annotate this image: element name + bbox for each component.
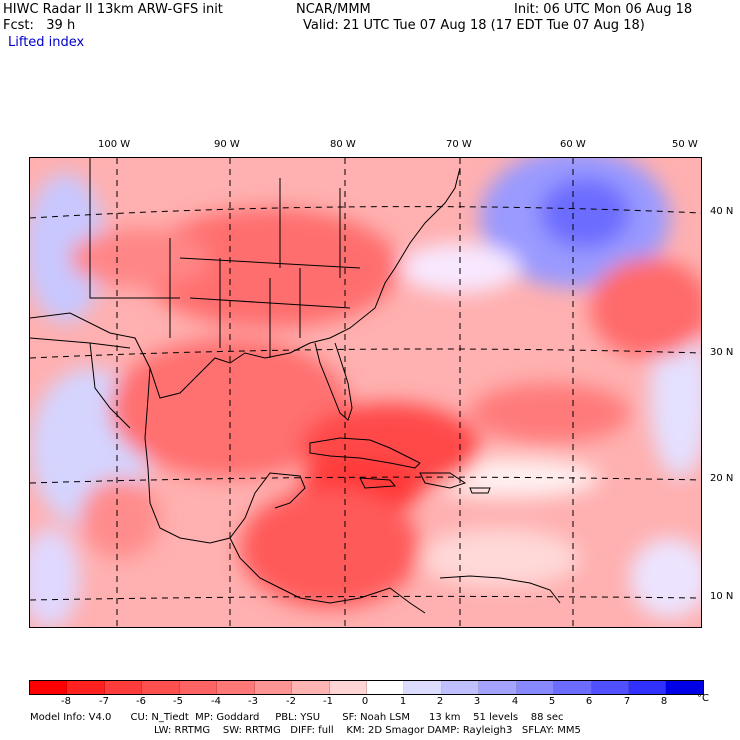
lon-label-80w: 80 W (330, 139, 356, 150)
latlon-grid (30, 158, 701, 627)
init-time: Init: 06 UTC Mon 06 Aug 18 (514, 2, 693, 17)
colorbar-label: 3 (473, 696, 481, 707)
colorbar-swatch (30, 681, 68, 694)
colorbar-swatch (629, 681, 667, 694)
colorbar-swatch (104, 681, 143, 694)
colorbar-unit: °C (697, 693, 709, 704)
colorbar-label: -5 (173, 696, 183, 707)
colorbar-label: 0 (361, 696, 369, 707)
colorbar-label: 1 (399, 696, 407, 707)
lon-label-100w: 100 W (98, 139, 131, 150)
lon-label-70w: 70 W (446, 139, 472, 150)
map-canvas (30, 158, 701, 627)
colorbar (29, 680, 704, 695)
colorbar-swatch (666, 681, 703, 694)
colorbar-swatch (554, 681, 592, 694)
field-shading (30, 158, 701, 627)
org-label: NCAR/MMM (296, 2, 371, 17)
colorbar-label: 8 (660, 696, 668, 707)
colorbar-swatch (591, 681, 629, 694)
colorbar-swatch (366, 681, 405, 694)
valid-time: Valid: 21 UTC Tue 07 Aug 18 (17 EDT Tue … (303, 18, 645, 33)
colorbar-swatch (516, 681, 555, 694)
colorbar-swatch (179, 681, 218, 694)
colorbar-swatch (404, 681, 442, 694)
lat-label-20n: 20 N (710, 473, 734, 484)
lon-label-60w: 60 W (560, 139, 586, 150)
colorbar-label: 5 (548, 696, 556, 707)
colorbar-swatch (292, 681, 330, 694)
colorbar-label: -6 (136, 696, 146, 707)
colorbar-swatch (479, 681, 517, 694)
colorbar-swatch (142, 681, 180, 694)
model-info-line1: Model Info: V4.0 CU: N_Tiedt MP: Goddard… (30, 712, 564, 723)
colorbar-label: -2 (286, 696, 296, 707)
lat-label-30n: 30 N (710, 347, 734, 358)
colorbar-label: 6 (585, 696, 593, 707)
lon-label-90w: 90 W (214, 139, 240, 150)
lat-label-40n: 40 N (710, 206, 734, 217)
colorbar-swatch (67, 681, 105, 694)
colorbar-label: -7 (99, 696, 109, 707)
lon-label-50w: 50 W (672, 139, 698, 150)
lat-label-10n: 10 N (710, 591, 734, 602)
colorbar-label: -4 (211, 696, 221, 707)
colorbar-swatch (441, 681, 480, 694)
forecast-hour: Fcst: 39 h (3, 18, 76, 33)
colorbar-label: 4 (511, 696, 519, 707)
colorbar-label: -8 (61, 696, 71, 707)
colorbar-label: 7 (623, 696, 631, 707)
colorbar-swatch (217, 681, 255, 694)
colorbar-swatch (254, 681, 293, 694)
coastlines (30, 158, 561, 614)
field-name: Lifted index (8, 35, 85, 50)
colorbar-label: -1 (323, 696, 333, 707)
colorbar-swatch (329, 681, 367, 694)
model-info-line2: LW: RRTMG SW: RRTMG DIFF: full KM: 2D Sm… (154, 725, 581, 736)
model-title: HIWC Radar II 13km ARW-GFS init (3, 2, 223, 17)
lifted-index-map (29, 157, 702, 628)
colorbar-label: -3 (248, 696, 258, 707)
colorbar-label: 2 (436, 696, 444, 707)
